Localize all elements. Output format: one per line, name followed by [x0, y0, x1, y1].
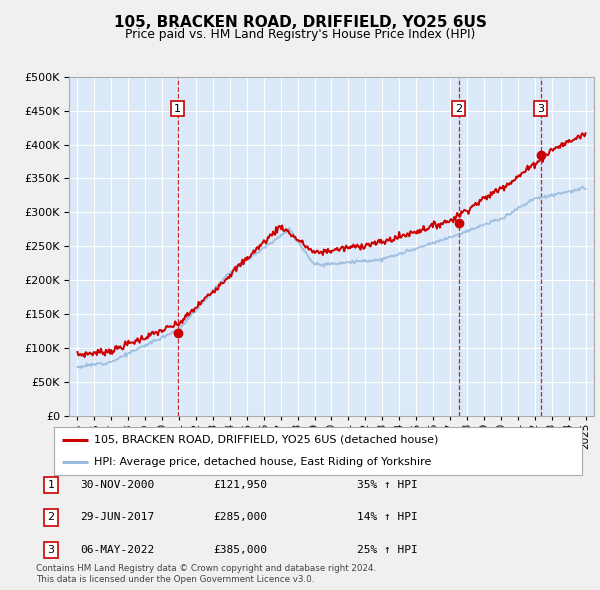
- Text: 105, BRACKEN ROAD, DRIFFIELD, YO25 6US (detached house): 105, BRACKEN ROAD, DRIFFIELD, YO25 6US (…: [94, 435, 438, 445]
- Text: Price paid vs. HM Land Registry's House Price Index (HPI): Price paid vs. HM Land Registry's House …: [125, 28, 475, 41]
- Text: 3: 3: [47, 545, 55, 555]
- Text: £385,000: £385,000: [213, 545, 267, 555]
- Text: 1: 1: [174, 104, 181, 114]
- Text: This data is licensed under the Open Government Licence v3.0.: This data is licensed under the Open Gov…: [36, 575, 314, 584]
- Text: 1: 1: [47, 480, 55, 490]
- Text: 105, BRACKEN ROAD, DRIFFIELD, YO25 6US: 105, BRACKEN ROAD, DRIFFIELD, YO25 6US: [113, 15, 487, 30]
- Text: 30-NOV-2000: 30-NOV-2000: [80, 480, 154, 490]
- Text: £121,950: £121,950: [213, 480, 267, 490]
- Text: 06-MAY-2022: 06-MAY-2022: [80, 545, 154, 555]
- Text: 35% ↑ HPI: 35% ↑ HPI: [357, 480, 418, 490]
- Text: 29-JUN-2017: 29-JUN-2017: [80, 513, 154, 522]
- Text: 25% ↑ HPI: 25% ↑ HPI: [357, 545, 418, 555]
- Text: 14% ↑ HPI: 14% ↑ HPI: [357, 513, 418, 522]
- Text: 3: 3: [537, 104, 544, 114]
- Text: 2: 2: [455, 104, 462, 114]
- Text: HPI: Average price, detached house, East Riding of Yorkshire: HPI: Average price, detached house, East…: [94, 457, 431, 467]
- Text: £285,000: £285,000: [213, 513, 267, 522]
- Text: Contains HM Land Registry data © Crown copyright and database right 2024.: Contains HM Land Registry data © Crown c…: [36, 565, 376, 573]
- Text: 2: 2: [47, 513, 55, 522]
